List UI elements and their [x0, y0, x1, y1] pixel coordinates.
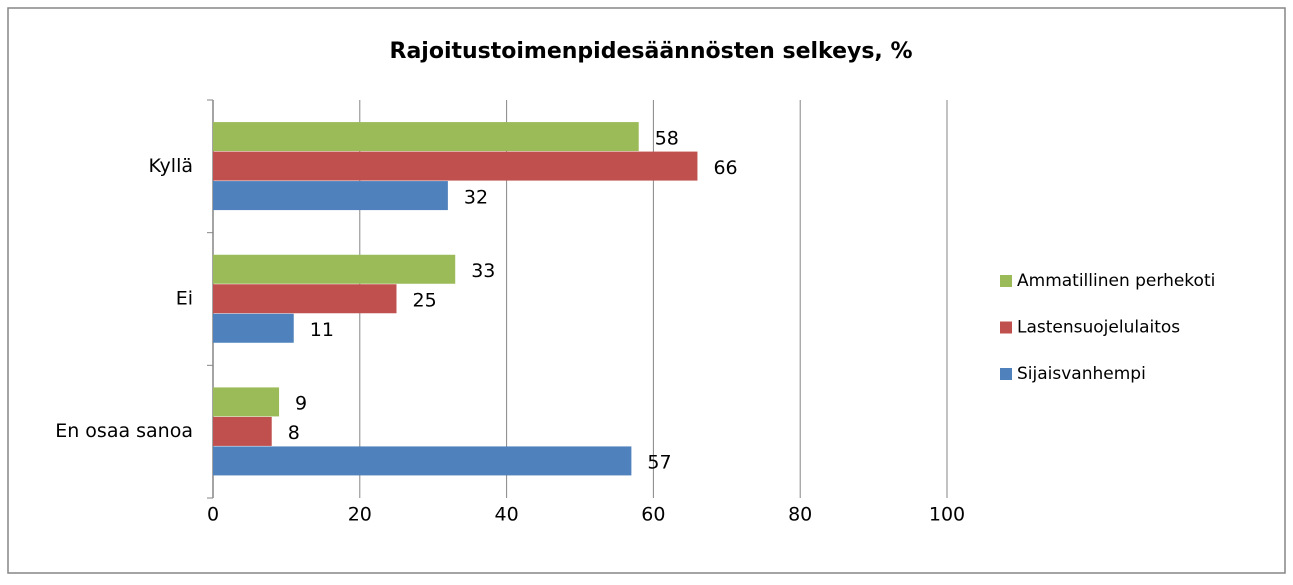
- data-label: 32: [464, 186, 488, 208]
- legend-swatch: [1000, 368, 1012, 380]
- x-tick-label: 80: [788, 504, 812, 526]
- legend-label: Sijaisvanhempi: [1017, 364, 1146, 384]
- x-tick-label: 0: [207, 504, 219, 526]
- data-label: 9: [295, 393, 307, 415]
- legend: Ammatillinen perhekoti Lastensuojelulaito…: [1000, 271, 1215, 384]
- data-label: 58: [655, 127, 679, 149]
- bar: [213, 313, 294, 343]
- legend-swatch: [1000, 321, 1012, 334]
- y-tick-label: Kyllä: [148, 155, 193, 177]
- bar: [213, 446, 632, 476]
- data-label: 11: [310, 319, 334, 341]
- legend-label: Ammatillinen perhekoti: [1017, 271, 1215, 291]
- bar: [213, 181, 448, 211]
- legend-label: Lastensuojelulaitos: [1017, 318, 1180, 338]
- bar: [213, 284, 397, 314]
- data-label: 8: [288, 422, 300, 444]
- bar: [213, 254, 456, 284]
- x-tick-label: 100: [929, 504, 965, 526]
- data-label: 33: [471, 260, 495, 282]
- data-label: 25: [413, 290, 437, 312]
- chart-title: Rajoitustoimenpidesäännösten selkeys, %: [390, 39, 913, 64]
- data-label: 57: [647, 452, 671, 474]
- data-label: 66: [713, 157, 737, 179]
- bar: [213, 151, 698, 181]
- bar: [213, 387, 280, 417]
- x-tick-label: 40: [495, 504, 519, 526]
- y-tick-label: Ei: [176, 288, 193, 310]
- legend-swatch: [1000, 275, 1012, 287]
- y-tick-label: En osaa sanoa: [55, 420, 193, 442]
- bar: [213, 416, 272, 446]
- bar: [213, 122, 639, 152]
- x-tick-label: 20: [348, 504, 372, 526]
- x-tick-label: 60: [641, 504, 665, 526]
